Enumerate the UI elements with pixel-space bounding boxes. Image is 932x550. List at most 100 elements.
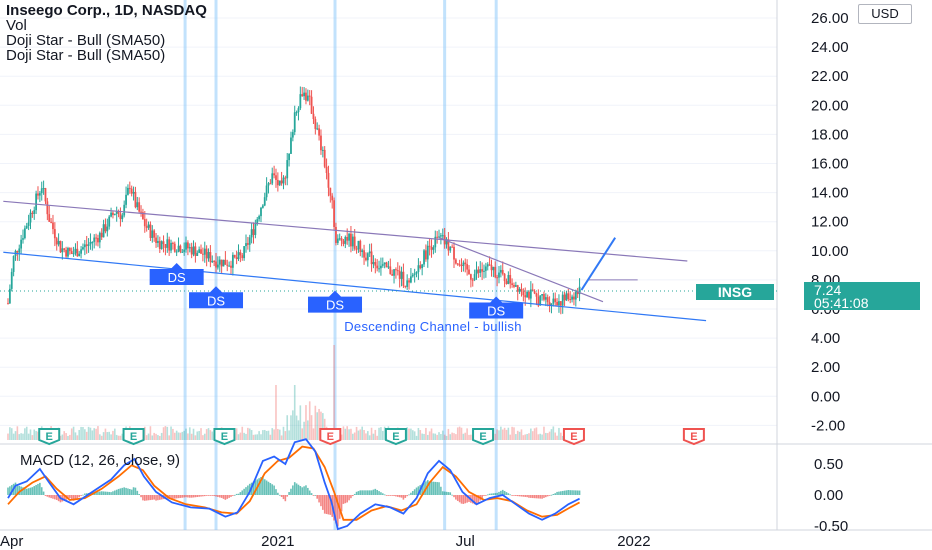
candle-body[interactable]	[544, 297, 547, 300]
candle-body[interactable]	[537, 296, 540, 306]
candle-body[interactable]	[507, 275, 510, 285]
candle-body[interactable]	[74, 248, 77, 254]
candle-body[interactable]	[211, 260, 214, 263]
candle-body[interactable]	[168, 239, 171, 251]
candle-body[interactable]	[413, 273, 416, 275]
candle-body[interactable]	[438, 236, 440, 238]
candle-body[interactable]	[130, 188, 133, 194]
candle-body[interactable]	[256, 219, 259, 224]
candle-body[interactable]	[123, 204, 126, 216]
candle-body[interactable]	[192, 246, 195, 255]
candle-body[interactable]	[402, 271, 405, 286]
candle-body[interactable]	[265, 185, 268, 198]
candle-body[interactable]	[273, 173, 276, 176]
candle-body[interactable]	[535, 293, 538, 297]
candle-body[interactable]	[136, 202, 139, 208]
candle-body[interactable]	[331, 195, 334, 201]
doji-star-badge[interactable]	[189, 286, 244, 309]
candle-body[interactable]	[188, 247, 191, 249]
candle-body[interactable]	[132, 191, 135, 194]
candle-body[interactable]	[121, 215, 124, 220]
candle-body[interactable]	[278, 180, 281, 186]
candle-body[interactable]	[529, 289, 532, 299]
candle-body[interactable]	[488, 264, 491, 266]
candle-body[interactable]	[539, 295, 542, 306]
candle-body[interactable]	[378, 268, 380, 270]
candle-body[interactable]	[22, 238, 24, 240]
candle-body[interactable]	[138, 202, 141, 212]
candle-body[interactable]	[76, 248, 79, 257]
candle-body[interactable]	[275, 175, 277, 180]
candle-body[interactable]	[541, 294, 543, 296]
candle-body[interactable]	[108, 216, 111, 227]
candle-body[interactable]	[383, 262, 386, 265]
candle-body[interactable]	[439, 235, 442, 237]
candle-body[interactable]	[23, 228, 26, 239]
candle-body[interactable]	[209, 252, 212, 263]
doji-star-badge[interactable]	[308, 290, 363, 313]
candle-body[interactable]	[505, 281, 508, 285]
candle-body[interactable]	[50, 221, 53, 223]
candle-body[interactable]	[271, 173, 274, 184]
candle-body[interactable]	[140, 211, 142, 213]
candle-body[interactable]	[499, 269, 502, 273]
breakout-projection[interactable]	[580, 237, 617, 291]
earnings-badge[interactable]	[472, 428, 495, 446]
drawings-layer[interactable]	[0, 200, 777, 322]
candle-body[interactable]	[194, 246, 197, 256]
candle-body[interactable]	[291, 132, 294, 138]
candle-body[interactable]	[280, 180, 283, 184]
candle-body[interactable]	[404, 285, 407, 287]
candle-body[interactable]	[574, 291, 577, 300]
candle-body[interactable]	[359, 240, 362, 253]
channel-upper-line[interactable]	[3, 200, 688, 262]
candle-body[interactable]	[395, 269, 397, 271]
earnings-badge[interactable]	[319, 428, 342, 446]
candle-body[interactable]	[361, 250, 364, 253]
candle-body[interactable]	[513, 284, 515, 287]
candle-body[interactable]	[320, 135, 322, 151]
candle-body[interactable]	[567, 293, 570, 300]
candle-body[interactable]	[172, 242, 174, 244]
candle-body[interactable]	[48, 214, 51, 222]
candle-body[interactable]	[241, 255, 244, 259]
candle-body[interactable]	[110, 212, 112, 217]
candle-body[interactable]	[246, 243, 249, 245]
candle-body[interactable]	[436, 236, 439, 238]
candle-body[interactable]	[346, 237, 349, 241]
candle-body[interactable]	[93, 237, 96, 242]
candle-body[interactable]	[469, 274, 472, 280]
candle-body[interactable]	[220, 259, 223, 267]
candle-body[interactable]	[164, 244, 167, 248]
candle-body[interactable]	[464, 262, 467, 265]
candle-body[interactable]	[490, 265, 493, 271]
candle-body[interactable]	[306, 95, 309, 101]
candle-body[interactable]	[393, 269, 395, 276]
candle-body[interactable]	[329, 187, 332, 196]
candle-body[interactable]	[228, 265, 231, 267]
candle-body[interactable]	[456, 263, 459, 265]
candle-body[interactable]	[445, 239, 448, 245]
candle-body[interactable]	[365, 257, 367, 261]
candle-body[interactable]	[559, 301, 562, 306]
macd-legend[interactable]: MACD (12, 26, close, 9)	[20, 452, 181, 469]
candle-body[interactable]	[372, 262, 375, 265]
candle-body[interactable]	[85, 244, 88, 247]
candle-body[interactable]	[145, 226, 148, 228]
candle-body[interactable]	[355, 248, 358, 250]
candle-body[interactable]	[187, 242, 189, 249]
candle-body[interactable]	[263, 197, 266, 206]
candle-body[interactable]	[408, 280, 410, 283]
markers-layer[interactable]: DS DS DS DS E E E E E E E E	[38, 262, 705, 446]
candle-body[interactable]	[31, 212, 34, 214]
earnings-marker[interactable]: E	[384, 428, 407, 446]
candle-body[interactable]	[453, 246, 455, 260]
doji-star-marker[interactable]: DS	[469, 296, 524, 319]
candle-body[interactable]	[374, 262, 377, 266]
candle-body[interactable]	[215, 261, 217, 268]
candle-body[interactable]	[333, 200, 335, 227]
candle-body[interactable]	[578, 286, 581, 295]
candle-body[interactable]	[233, 254, 236, 258]
earnings-marker[interactable]: E	[319, 428, 342, 446]
doji-star-badge[interactable]	[149, 262, 204, 285]
